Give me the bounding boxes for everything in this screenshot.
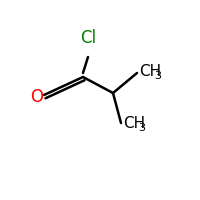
Text: O: O <box>30 88 44 106</box>
Text: Cl: Cl <box>80 29 96 47</box>
Text: CH: CH <box>123 116 145 132</box>
Text: 3: 3 <box>154 71 161 81</box>
Text: CH: CH <box>139 64 161 79</box>
Text: 3: 3 <box>138 123 145 133</box>
